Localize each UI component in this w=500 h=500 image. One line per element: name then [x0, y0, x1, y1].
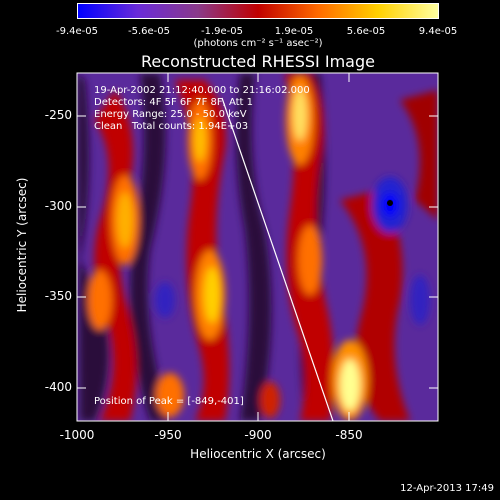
x-axis-label: Heliocentric X (arcsec) [190, 447, 326, 461]
time-range-text: 19-Apr-2002 21:12:40.000 to 21:16:02.000 [94, 85, 310, 96]
x-tick-marks [76, 73, 350, 421]
colorbar-tick: -9.4e-05 [56, 26, 98, 37]
detectors-text: Detectors: 4F 5F 6F 7F 8F, Att 1 [94, 97, 254, 108]
peak-position-text: Position of Peak = [-849,-401] [94, 396, 244, 407]
rhessi-image [77, 73, 438, 421]
y-tick-label: -400 [44, 380, 72, 394]
colorbar [77, 3, 439, 19]
footer-date: 12-Apr-2013 17:49 [400, 483, 494, 494]
y-tick-label: -300 [44, 199, 72, 213]
solar-limb-line [221, 97, 334, 421]
x-tick-label: -900 [244, 428, 272, 442]
colorbar-tick: 1.9e-05 [274, 26, 314, 37]
energy-range-text: Energy Range: 25.0 - 50.0 keV [94, 109, 247, 120]
y-tick-label: -350 [44, 289, 72, 303]
colorbar-tick: -5.6e-05 [128, 26, 170, 37]
colorbar-tick: 9.4e-05 [418, 26, 458, 37]
colorbar-units: (photons cm⁻² s⁻¹ asec⁻²) [193, 38, 323, 49]
x-tick-label: -850 [335, 428, 363, 442]
y-tick-label: -250 [44, 108, 72, 122]
y-tick-marks [77, 115, 438, 389]
image-features [77, 73, 438, 421]
colorbar-tick: -1.9e-05 [201, 26, 243, 37]
clean-total-counts-text: Clean Total counts: 1.94E+03 [94, 121, 249, 132]
y-axis-label: Heliocentric Y (arcsec) [15, 177, 29, 313]
min-marker [387, 200, 393, 206]
colorbar-tick: 5.6e-05 [346, 26, 386, 37]
x-tick-label: -1000 [59, 428, 95, 442]
plot-title: Reconstructed RHESSI Image [141, 52, 375, 71]
x-tick-label: -950 [154, 428, 182, 442]
